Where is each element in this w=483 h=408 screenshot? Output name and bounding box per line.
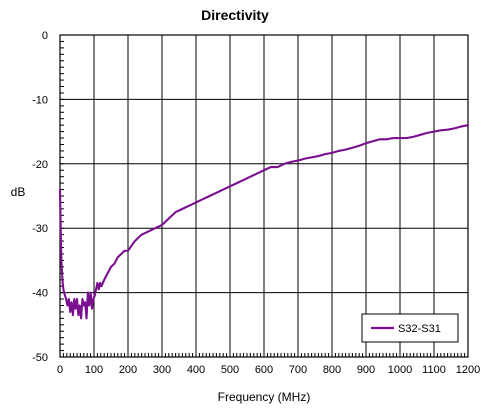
x-tick-label: 200	[119, 364, 137, 376]
y-tick-label: -30	[32, 223, 48, 235]
x-tick-label: 100	[85, 364, 103, 376]
legend: S32-S31	[361, 313, 459, 343]
x-tick-label: 500	[221, 364, 239, 376]
x-axis-label: Frequency (MHz)	[218, 390, 311, 404]
y-tick-label: -20	[32, 159, 48, 171]
x-tick-label: 0	[57, 364, 63, 376]
x-tick-label: 1100	[422, 364, 446, 376]
grid-layer	[60, 35, 468, 357]
series-layer	[58, 124, 470, 320]
y-tick-label: -50	[32, 352, 48, 364]
y-tick-label: -40	[32, 288, 48, 300]
x-tick-label: 800	[323, 364, 341, 376]
s32-s31-line	[58, 124, 470, 320]
y-tick-label: -10	[32, 94, 48, 106]
x-tick-label: 400	[187, 364, 205, 376]
tick-labels: 0 100 200 300 400 500 600 700 800 900 1000 1100 1200…	[32, 30, 480, 376]
x-tick-label: 1200	[456, 364, 480, 376]
y-tick-label: 0	[42, 30, 48, 42]
x-tick-label: 700	[289, 364, 307, 376]
x-tick-label: 1000	[388, 364, 412, 376]
x-tick-label: 300	[153, 364, 171, 376]
y-axis-label: dB	[11, 185, 26, 199]
legend-series-label: S32-S31	[398, 323, 441, 335]
x-tick-label: 900	[357, 364, 375, 376]
chart-title: Directivity	[201, 7, 269, 23]
minor-ticks	[59, 34, 469, 358]
x-tick-label: 600	[255, 364, 273, 376]
